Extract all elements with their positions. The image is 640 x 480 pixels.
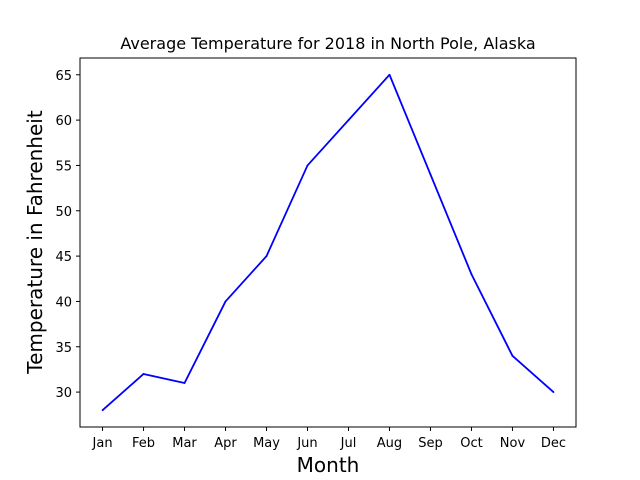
x-tick-label: Jan: [92, 436, 113, 451]
data-point-nov: [511, 354, 514, 357]
chart-title: Average Temperature for 2018 in North Po…: [120, 34, 535, 53]
y-tick-label: 35: [55, 341, 72, 356]
series-layer: [101, 73, 555, 412]
series-line: [101, 73, 555, 411]
x-tick-label: Jun: [296, 436, 317, 451]
data-point-oct: [470, 273, 473, 276]
x-tick-label: Jul: [340, 436, 357, 451]
y-axis-ticks: 30 35 40 45 50 55 60 65: [55, 69, 80, 401]
data-point-apr: [224, 300, 227, 303]
y-axis-label: Temperature in Fahrenheit: [23, 110, 47, 375]
data-point-feb: [142, 373, 145, 375]
x-tick-label: Nov: [500, 436, 526, 451]
x-tick-label: Mar: [172, 436, 197, 451]
y-tick-label: 60: [55, 114, 72, 129]
plot-frame: [79, 57, 577, 428]
x-tick-label: Oct: [460, 436, 482, 451]
data-point-jun: [306, 164, 309, 167]
x-tick-label: May: [253, 436, 280, 451]
x-tick-label: Apr: [214, 436, 237, 451]
y-tick-label: 40: [55, 295, 72, 310]
x-tick-label: Aug: [377, 436, 402, 451]
y-tick-label: 50: [55, 205, 72, 220]
y-tick-label: 45: [55, 250, 72, 265]
y-tick-label: 30: [55, 386, 72, 401]
data-point-sep: [429, 173, 432, 176]
x-tick-label: Feb: [132, 436, 155, 451]
y-tick-label: 65: [55, 69, 72, 84]
data-point-jan: [101, 409, 104, 412]
x-axis-ticks: Jan Feb Mar Apr May Jun Jul Aug Sep Oct Nov Dec: [92, 427, 566, 451]
data-point-mar: [183, 382, 186, 384]
x-tick-label: Sep: [418, 436, 443, 451]
data-point-may: [265, 255, 268, 257]
data-point-jul: [347, 119, 350, 122]
x-axis-label: Month: [297, 453, 360, 477]
y-tick-label: 55: [55, 159, 72, 174]
data-point-dec: [552, 391, 555, 393]
x-tick-label: Dec: [541, 436, 566, 451]
data-point-aug: [388, 73, 391, 76]
